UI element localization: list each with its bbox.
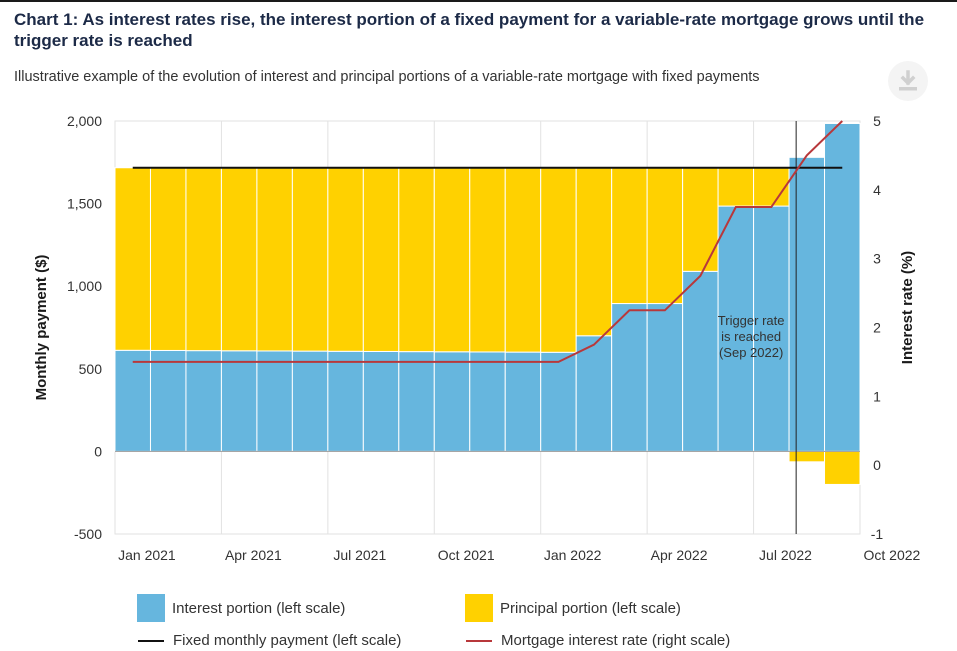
x-tick-label-5: Apr 2022 [651, 547, 708, 563]
bar-principal-19 [788, 450, 826, 463]
bar-interest-2 [185, 350, 222, 452]
bar-principal-1 [149, 167, 187, 351]
bar-interest-13 [575, 335, 613, 452]
bar-principal-8 [398, 167, 435, 353]
bar-principal-18 [753, 167, 790, 207]
bar-interest-3 [220, 350, 258, 452]
bar-principal-2 [185, 167, 222, 352]
bar-interest-10 [469, 351, 506, 452]
annotation-line-1: is reached [721, 329, 781, 344]
bar-principal-9 [433, 167, 471, 353]
bar-interest-17 [717, 205, 755, 452]
legend-swatch-interest-rate [466, 639, 492, 642]
x-tick-label-4: Jan 2022 [544, 547, 602, 563]
bar-principal-20 [824, 450, 861, 485]
top-rule [0, 0, 957, 2]
bar-interest-20 [824, 122, 861, 452]
y-tick-label-4: 1,500 [67, 196, 102, 212]
bar-principal-7 [362, 167, 400, 352]
chart-subtitle: Illustrative example of the evolution of… [14, 69, 760, 85]
annotation-line-2: (Sep 2022) [719, 345, 783, 360]
bar-interest-18 [753, 205, 790, 452]
bar-principal-10 [469, 167, 506, 353]
bar-interest-0 [114, 349, 151, 452]
bar-interest-11 [504, 351, 542, 452]
y2-axis-title: Interest rate (%) [899, 251, 916, 364]
bar-interest-8 [398, 351, 435, 452]
x-tick-label-2: Jul 2021 [333, 547, 386, 563]
x-tick-label-7: Oct 2022 [864, 547, 921, 563]
bar-principal-15 [646, 167, 684, 305]
bar-principal-0 [114, 167, 151, 351]
y-tick-label-5: 2,000 [67, 113, 102, 129]
bar-interest-6 [327, 350, 364, 452]
bar-interest-1 [149, 349, 187, 452]
legend-swatch-fixed-payment [138, 639, 164, 642]
bar-principal-13 [575, 167, 613, 337]
x-tick-label-6: Jul 2022 [759, 547, 812, 563]
y2-tick-label-4: 3 [873, 251, 881, 267]
bar-principal-12 [540, 167, 577, 353]
legend-item-fixed-payment: Fixed monthly payment (left scale) [138, 632, 401, 649]
chart-title: Chart 1: As interest rates rise, the int… [14, 10, 925, 50]
download-icon [899, 70, 917, 91]
bar-interest-7 [362, 350, 400, 452]
legend-swatch-interest [137, 594, 165, 622]
legend: Interest portion (left scale) Principal … [0, 588, 957, 649]
y-tick-label-0: -500 [74, 526, 102, 542]
annotation-line-0: Trigger rate [718, 313, 785, 328]
bar-principal-4 [256, 167, 293, 352]
legend-label-principal: Principal portion (left scale) [500, 599, 681, 617]
x-tick-label-3: Oct 2021 [438, 547, 495, 563]
bar-interest-16 [682, 270, 719, 452]
y-tick-label-2: 500 [79, 361, 103, 377]
bar-interest-15 [646, 303, 684, 452]
interest-rate-line [132, 120, 843, 363]
bar-interest-12 [540, 351, 577, 452]
y-tick-label-3: 1,000 [67, 278, 102, 294]
x-tick-label-0: Jan 2021 [118, 547, 176, 563]
y2-tick-label-6: 5 [873, 113, 881, 129]
x-tick-label-1: Apr 2021 [225, 547, 282, 563]
legend-swatch-principal [465, 594, 493, 622]
bar-interest-5 [291, 350, 329, 452]
y-tick-label-1: 0 [94, 443, 102, 459]
bar-principal-3 [220, 167, 258, 352]
bar-principal-11 [504, 167, 542, 353]
bar-principal-17 [717, 167, 755, 207]
bar-principal-14 [611, 167, 648, 305]
y2-tick-label-1: 0 [873, 457, 881, 473]
legend-item-interest-rate: Mortgage interest rate (right scale) [466, 632, 730, 649]
legend-item-interest: Interest portion (left scale) [137, 594, 345, 622]
bar-interest-19 [788, 156, 826, 452]
y2-tick-label-2: 1 [873, 388, 881, 404]
y2-tick-label-5: 4 [873, 182, 881, 198]
y2-tick-label-0: -1 [871, 526, 884, 542]
y2-tick-label-3: 2 [873, 320, 881, 336]
bar-principal-16 [682, 167, 719, 272]
bar-principal-5 [291, 167, 329, 352]
download-button[interactable] [888, 61, 928, 101]
legend-label-interest-rate: Mortgage interest rate (right scale) [501, 632, 731, 649]
legend-label-interest: Interest portion (left scale) [172, 599, 346, 617]
y-axis-title: Monthly payment ($) [33, 255, 50, 401]
bar-interest-9 [433, 351, 471, 452]
bar-interest-14 [611, 303, 648, 452]
legend-item-principal: Principal portion (left scale) [465, 594, 681, 622]
legend-label-fixed-payment: Fixed monthly payment (left scale) [173, 632, 402, 649]
bar-interest-4 [256, 350, 293, 452]
bar-principal-6 [327, 167, 364, 352]
